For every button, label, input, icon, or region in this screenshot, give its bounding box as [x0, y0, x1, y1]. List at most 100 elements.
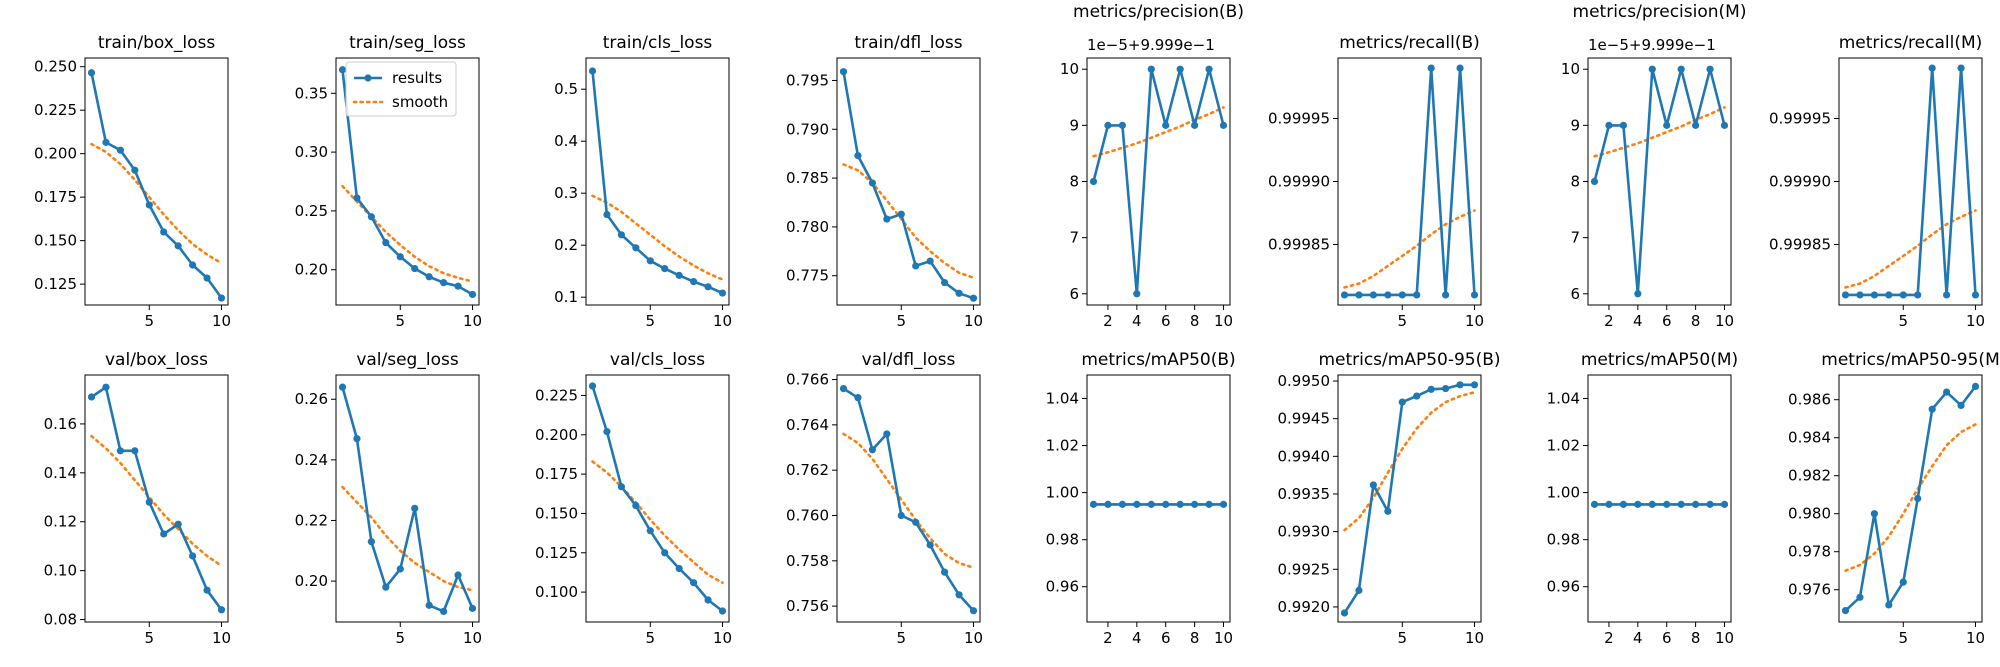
results-line [591, 70, 724, 295]
y-tick-label: 0.9935 [1278, 485, 1331, 503]
results-point [661, 265, 669, 273]
subplot-train-cls-loss: train/cls_loss 0.1 0.2 0.3 0.4 0.5 5 10 [554, 33, 732, 330]
results-point [145, 498, 153, 506]
x-tick-label: 10 [713, 629, 732, 647]
results-point [1089, 177, 1098, 186]
results-point [189, 552, 197, 560]
plot-area [1340, 64, 1479, 299]
results-point [468, 290, 477, 299]
y-tick-label: 0.986 [1788, 391, 1831, 409]
results-point [217, 294, 226, 302]
y-tick-label: 0.99985 [1268, 236, 1330, 254]
x-tick-label: 4 [1132, 312, 1142, 330]
results-point [632, 244, 640, 252]
results-point [102, 138, 110, 146]
results-point [145, 201, 153, 209]
y-tick-label: 0.785 [786, 169, 829, 187]
results-point [588, 67, 597, 75]
x-tick-label: 10 [964, 312, 983, 330]
plot-area [1089, 500, 1228, 508]
x-tick-label: 10 [1715, 312, 1734, 330]
results-point [1841, 607, 1850, 615]
y-tick-label: 0.150 [34, 232, 77, 250]
x-tick-label: 10 [1465, 312, 1484, 330]
x-tick-label: 10 [1966, 629, 1985, 647]
y-tick-label: 0.758 [786, 552, 829, 570]
results-point [1104, 500, 1112, 508]
plot-area [1340, 381, 1479, 617]
results-point [1427, 385, 1435, 393]
results-point [588, 382, 597, 390]
results-point [382, 583, 390, 591]
plot-area [588, 382, 727, 615]
results-point [941, 568, 949, 576]
results-point [1147, 65, 1155, 73]
results-point [854, 394, 862, 402]
y-tick-label: 0.980 [1788, 505, 1831, 523]
results-point [1914, 494, 1922, 503]
smooth-line [1092, 106, 1225, 158]
y-tick-label: 0.795 [786, 71, 829, 89]
smooth-line [90, 142, 223, 265]
y-tick-label: 0.775 [786, 267, 829, 285]
y-tick-label: 1.00 [1046, 484, 1079, 502]
results-point [1118, 121, 1126, 129]
subplot-val-dfl-loss: val/dfl_loss 0.756 0.758 0.760 0.762 0.764 0.7… [786, 350, 983, 647]
smooth-line [1844, 423, 1977, 573]
axes-frame [1086, 57, 1231, 306]
x-tick-label: 4 [1633, 629, 1643, 647]
results-point [1648, 500, 1656, 508]
results-point [1605, 121, 1613, 129]
y-tick-label: 0.16 [44, 415, 77, 433]
y-tick-label: 1.04 [1046, 390, 1079, 408]
results-point [1369, 481, 1377, 489]
results-point [1663, 121, 1671, 129]
results-point [617, 231, 625, 239]
y-tick-label: 10 [1060, 60, 1079, 78]
results-point [868, 446, 876, 454]
subplot-title: metrics/precision(M) [1573, 2, 1747, 22]
smooth-line [90, 434, 223, 568]
y-tick-label: 0.984 [1788, 429, 1831, 447]
y-tick-label: 0.125 [34, 275, 77, 293]
results-point [1398, 291, 1406, 299]
results-line [1344, 66, 1476, 297]
subplot-metrics-recall-b: metrics/recall(B) 0.99985 0.99990 0.99995 5 1… [1268, 33, 1484, 330]
axes-frame [1587, 57, 1732, 306]
y-tick-label: 0.99995 [1769, 109, 1831, 127]
results-point [382, 239, 390, 247]
y-tick-label: 0.976 [1788, 581, 1831, 599]
results-point [617, 483, 625, 491]
results-point [1870, 291, 1878, 299]
y-tick-label: 0.175 [34, 188, 77, 206]
y-tick-label: 0.20 [295, 572, 328, 590]
results-point [367, 213, 375, 221]
results-point [1340, 609, 1349, 617]
results-point [1355, 586, 1363, 594]
y-tick-label: 0.756 [786, 597, 829, 615]
results-point [1470, 381, 1479, 389]
results-point [1928, 64, 1936, 72]
results-point [1413, 291, 1421, 299]
results-point [1089, 500, 1098, 508]
results-point [131, 166, 139, 174]
results-point [1442, 291, 1450, 299]
results-point [1355, 291, 1363, 299]
results-point [1677, 65, 1685, 73]
plot-area [87, 69, 226, 302]
results-point [1205, 65, 1213, 73]
results-point [1899, 578, 1907, 586]
x-tick-label: 2 [1604, 312, 1614, 330]
results-point [1971, 382, 1980, 390]
subplot-title: val/cls_loss [610, 350, 705, 370]
results-point [926, 541, 934, 549]
subplot-train-box-loss: train/box_loss 0.125 0.150 0.175 0.200 0.225 0… [34, 33, 231, 330]
x-tick-label: 10 [1214, 629, 1233, 647]
results-point [116, 146, 124, 154]
axes-frame [836, 374, 981, 623]
results-point [912, 262, 920, 270]
y-tick-label: 0.764 [786, 416, 829, 434]
smooth-line [1593, 106, 1726, 158]
results-point [941, 278, 949, 287]
legend-results-label: results [392, 69, 442, 87]
